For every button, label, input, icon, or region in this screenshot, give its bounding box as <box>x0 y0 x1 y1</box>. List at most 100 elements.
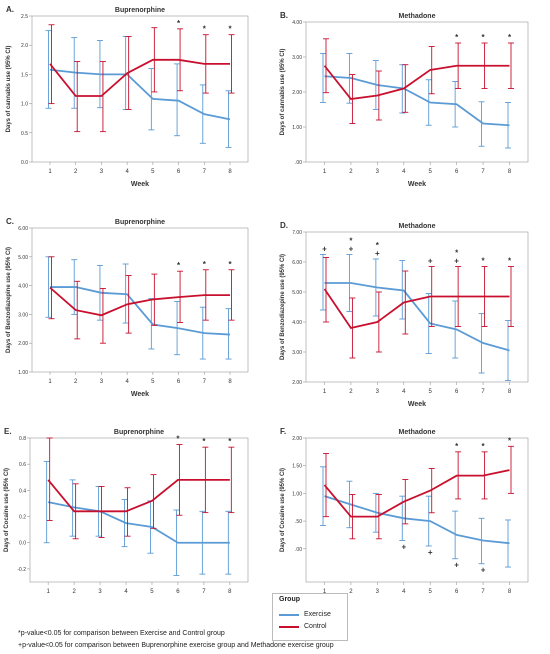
panel-2-control-line <box>323 64 510 100</box>
panel-5-xtick-label: 7 <box>202 589 206 595</box>
panel-2-xtick-label: 8 <box>508 169 512 175</box>
panel-3-ylabel: Days of Benzodiazepine use (95% CI) <box>6 247 12 353</box>
legend-label-exercise: Exercise <box>304 611 331 618</box>
panel-2-xtick-label: 2 <box>349 169 353 175</box>
panel-6-exercise-line <box>324 495 510 545</box>
panel-2-xtick-label: 4 <box>402 169 406 175</box>
panel-6-plot-frame <box>305 437 529 583</box>
panel-2-annotation: * <box>455 33 459 42</box>
legend-item-exercise: Exercise <box>279 611 331 618</box>
panel-6-xtick-label: 1 <box>323 589 327 595</box>
panel-6-xtick-label: 4 <box>402 589 406 595</box>
panel-2-ytick-label: 2.00 <box>292 90 302 96</box>
panel-4-ytick-label: 3.00 <box>292 350 302 356</box>
panel-5-xtick-label: 8 <box>228 589 232 595</box>
legend-swatch-exercise <box>279 613 299 616</box>
panel-3-annotation: * <box>177 261 181 270</box>
panel-4-annotation: + <box>454 257 459 266</box>
legend-title: Group <box>279 596 300 603</box>
panel-4-annotation: * <box>349 237 353 246</box>
panel-6-ytick-label: 1.50 <box>292 464 302 470</box>
panel-2-ytick-label: .00 <box>295 160 302 166</box>
panel-2-ytick-label: 1.00 <box>292 125 302 131</box>
panel-1-title: Buprenorphine <box>115 7 165 14</box>
legend-item-control: Control <box>279 623 327 630</box>
panel-5-xtick-label: 4 <box>124 589 128 595</box>
panel-4-ytick-label: 7.00 <box>292 230 302 236</box>
panel-1-annotation: * <box>203 25 207 34</box>
panel-1-xtick-label: 5 <box>151 169 155 175</box>
panel-4-ylabel: Days of Benzodiazepine use (95% CI) <box>280 254 286 360</box>
panel-6-xtick-label: 8 <box>508 589 512 595</box>
panel-1-annotation: * <box>177 19 181 28</box>
panel-3-annotation: * <box>203 260 207 269</box>
legend-swatch-control <box>279 625 299 628</box>
panel-4-annotation: * <box>482 257 486 266</box>
panel-4-ytick-label: 6.00 <box>292 260 302 266</box>
legend-label-control: Control <box>304 623 327 630</box>
panel-6-xtick-label: 3 <box>376 589 380 595</box>
panel-1-xtick-label: 4 <box>125 169 129 175</box>
panel-4-xtick-label: 8 <box>508 389 512 395</box>
panel-2-exercise-line <box>324 75 510 127</box>
panel-2-annotation: * <box>508 33 512 42</box>
panel-6-annotation-below: + <box>401 542 406 551</box>
panel-3-ytick-label: 6.00 <box>18 226 28 232</box>
panel-2-ylabel: Days of cannabis use (95% CI) <box>280 49 286 136</box>
panel-4-ytick-label: 2.00 <box>292 380 302 386</box>
panel-6-annotation-below: + <box>481 566 486 575</box>
panel-2-xtick-label: 6 <box>455 169 459 175</box>
panel-3-control-line <box>49 286 230 317</box>
panel-1-ytick-label: 1.0 <box>21 102 28 108</box>
panel-3-plot-frame <box>31 227 249 373</box>
panel-4-ytick-label: 5.00 <box>292 290 302 296</box>
panel-1-label: A. <box>6 5 14 14</box>
panel-1-plot-frame <box>31 15 249 163</box>
panel-2-xtick-label: 5 <box>429 169 433 175</box>
panel-4-control-line <box>323 288 510 330</box>
panel-5-xtick-label: 6 <box>176 589 180 595</box>
panel-2-xtick-label: 7 <box>481 169 485 175</box>
panel-5-plot-frame <box>29 437 249 583</box>
panel-3-xtick-label: 8 <box>228 379 232 385</box>
panel-5-xtick-label: 5 <box>150 589 154 595</box>
panel-4-annotation: + <box>322 245 327 254</box>
panel-1-xtick-label: 6 <box>177 169 181 175</box>
panel-2-ytick-label: 3.00 <box>292 55 302 61</box>
panel-4-plot-frame <box>305 231 529 383</box>
panel-4-xtick-label: 1 <box>323 389 327 395</box>
panel-5-exercise-line <box>47 501 230 544</box>
panel-3-xtick-label: 7 <box>203 379 207 385</box>
panel-6-xtick-label: 6 <box>455 589 459 595</box>
panel-1-xtick-label: 3 <box>100 169 104 175</box>
panel-1-xtick-label: 7 <box>203 169 207 175</box>
panel-4-annotation: * <box>376 241 380 250</box>
panel-5-annotation: * <box>202 437 206 446</box>
panel-4-xtick-label: 4 <box>402 389 406 395</box>
panel-3-title: Buprenorphine <box>115 219 165 226</box>
panel-5-annotation: * <box>176 435 180 444</box>
panel-5-ytick-label: 0.6 <box>19 462 26 468</box>
panel-4-label: D. <box>280 221 288 230</box>
panel-2-annotation: * <box>482 33 486 42</box>
panel-3-ytick-label: 1.00 <box>18 370 28 376</box>
panel-5-ytick-label: -0.2 <box>17 567 26 573</box>
panel-1-xtick-label: 1 <box>48 169 52 175</box>
panel-2-title: Methadone <box>399 13 436 20</box>
panel-5-control-line <box>47 478 230 513</box>
panel-1-ytick-label: 2.5 <box>21 14 28 20</box>
footnote-star: *p-value<0.05 for comparison between Exe… <box>18 630 225 637</box>
panel-1-control-line <box>49 58 230 97</box>
panel-6-xtick-label: 7 <box>481 589 485 595</box>
panel-1-ylabel: Days of cannabis use (95% CI) <box>6 46 12 133</box>
panel-5-ytick-label: 0.2 <box>19 515 26 521</box>
panel-2-xlabel: Week <box>408 181 426 188</box>
panel-6-ylabel: Days of Cocaine use (95% CI) <box>280 468 286 552</box>
panel-2-ytick-label: 4.00 <box>292 20 302 26</box>
panel-3-ytick-label: 5.00 <box>18 255 28 261</box>
panel-4-annotation: + <box>375 249 380 258</box>
panel-2-xtick-label: 1 <box>323 169 327 175</box>
panel-5-xtick-label: 2 <box>72 589 76 595</box>
panel-6-annotation: * <box>455 442 459 451</box>
panel-1-xtick-label: 2 <box>74 169 78 175</box>
